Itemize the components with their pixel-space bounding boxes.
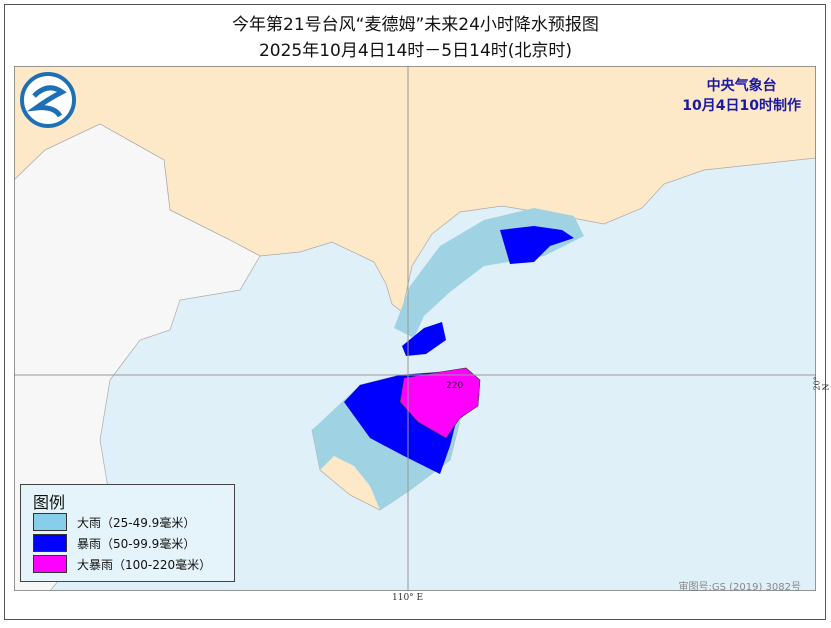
cma-logo-icon	[20, 72, 76, 128]
legend-swatch	[33, 513, 67, 531]
heavy-rainstorm-area	[399, 367, 481, 439]
legend-label: 大暴雨（100-220毫米）	[77, 557, 212, 572]
agency-name: 中央气象台	[706, 78, 777, 94]
map-subtitle: 2025年10月4日14时－5日14时(北京时)	[258, 41, 573, 61]
rainstorm-area-leizhou	[402, 322, 446, 356]
outer-frame	[4, 4, 826, 620]
legend-label: 暴雨（50-99.9毫米）	[77, 536, 196, 551]
legend-label: 大雨（25-49.9毫米）	[77, 515, 196, 530]
rainstorm-area-coast	[500, 226, 574, 264]
map-title: 今年第21号台风“麦德姆”未来24小时降水预报图	[232, 15, 599, 35]
legend-item: 暴雨（50-99.9毫米）	[33, 534, 195, 552]
legend-item: 大暴雨（100-220毫米）	[33, 555, 211, 573]
legend-swatch	[33, 555, 67, 573]
legend-swatch	[33, 534, 67, 552]
legend-title: 图例	[33, 493, 66, 512]
agency-block: 中央气象台 10月4日10时制作	[682, 76, 801, 116]
issue-time: 10月4日10时制作	[682, 98, 801, 114]
legend-item: 大雨（25-49.9毫米）	[33, 513, 195, 531]
map-approval-number: 审图号:GS (2019) 3082号	[678, 582, 801, 593]
max-value-label: 220	[446, 381, 464, 391]
longitude-label: 110° E	[392, 593, 424, 603]
latitude-label: 20° N	[812, 376, 831, 391]
legend: 图例 大雨（25-49.9毫米） 暴雨（50-99.9毫米） 大暴雨（100-2…	[20, 484, 235, 582]
